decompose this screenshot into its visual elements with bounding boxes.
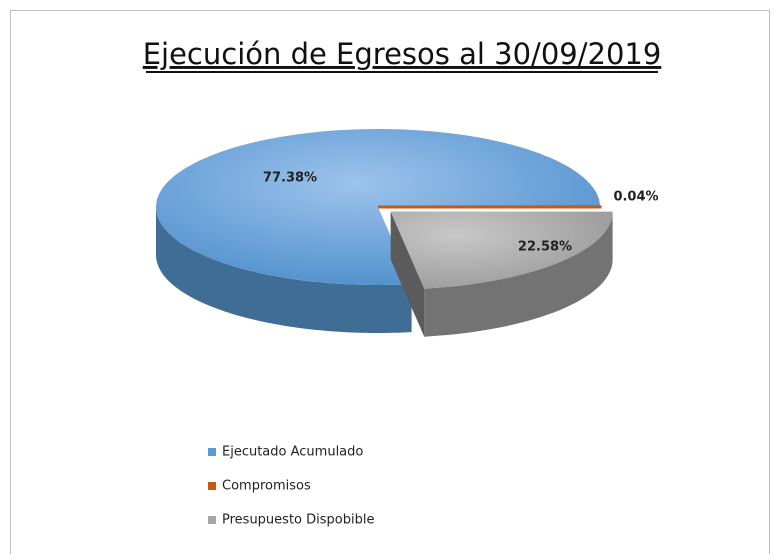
data-label: 22.58%: [518, 240, 572, 255]
pie-slice: [390, 211, 613, 337]
legend-label: Ejecutado Acumulado: [222, 445, 363, 460]
slice-top: [390, 211, 613, 289]
legend-label: Presupuesto Dispobible: [222, 513, 374, 528]
legend-swatch: [208, 482, 216, 490]
slice-side: [424, 211, 613, 337]
data-label: 77.38%: [263, 171, 317, 186]
data-label: 0.04%: [613, 190, 658, 205]
legend-swatch: [208, 516, 216, 524]
legend-swatch: [208, 448, 216, 456]
chart-title: Ejecución de Egresos al 30/09/2019: [143, 37, 662, 71]
slice-side: [156, 207, 412, 333]
slice-edge: [390, 211, 425, 337]
legend-label: Compromisos: [222, 479, 311, 494]
